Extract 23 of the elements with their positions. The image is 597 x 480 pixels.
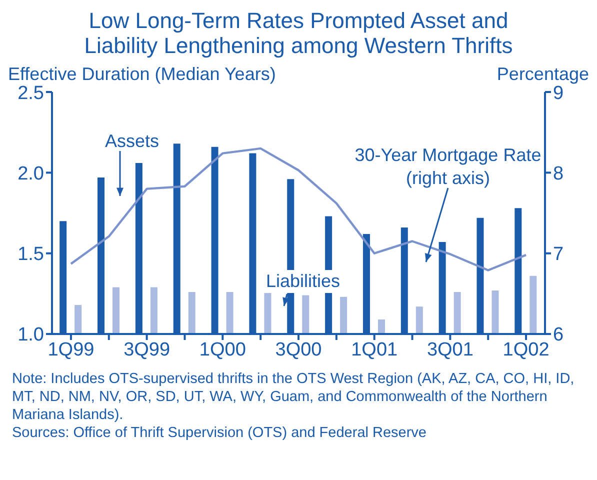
- x-tick-label: 1Q99: [48, 339, 94, 360]
- x-tick-label: 1Q02: [502, 339, 550, 360]
- x-tick-label: 1Q00: [199, 339, 246, 360]
- text: Note: Includes OTS-supervised thrifts in the OTS West Region (AK, AZ, CA, CO, HI, ID, MT, ND, NM, NV, OR, SD, UT, WA, WY, Guam, and Commonwealth of the Northern Mariana Islands).: [12, 370, 576, 424]
- y2-tick-label: 7: [553, 244, 564, 266]
- x-tick-label: 3Q01: [426, 339, 474, 360]
- series-label: Assets: [105, 130, 160, 153]
- y2-tick-label: 6: [553, 324, 564, 346]
- y-tick-label: 1.0: [18, 324, 44, 346]
- y-tick-label: 2.5: [18, 82, 44, 104]
- y2-tick-label: 8: [553, 163, 564, 184]
- y-axis-title: Effective Duration (Median Years): [8, 64, 276, 84]
- y2-axis-title: Percentage: [496, 64, 589, 84]
- x-tick-label: 1Q01: [351, 339, 398, 360]
- source-note: Sources: Office of Thrift Supervision (OTS) and Federal Reserve: [12, 424, 428, 442]
- y-tick-label: 1.5: [18, 244, 44, 266]
- y-tick-label: 2.0: [18, 163, 44, 184]
- x-tick-label: 3Q99: [124, 339, 170, 360]
- x-tick-label: 3Q00: [275, 339, 322, 360]
- series-label: Liabilities: [266, 270, 340, 293]
- chart-title: Low Long-Term Rates Prompted Asset and Liability Lengthening among Western Thrifts: [83, 8, 514, 58]
- y2-tick-label: 9: [553, 82, 564, 104]
- series-label: 30-Year Mortgage Rate (right axis): [354, 145, 542, 188]
